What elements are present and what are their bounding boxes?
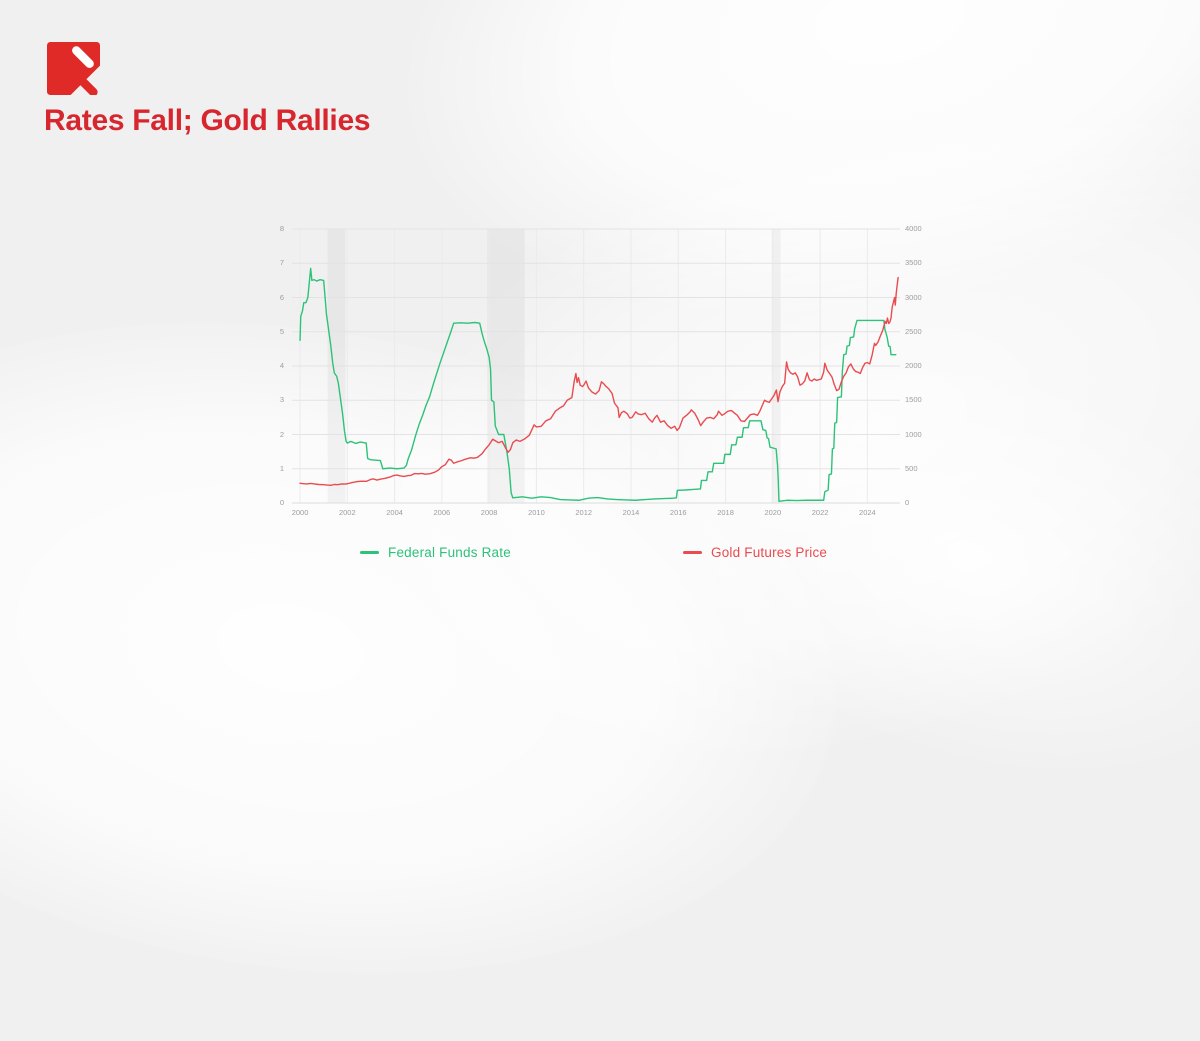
left-axis-ticks: 0 1 2 3 4 5 6 7 8 — [258, 225, 288, 507]
x-axis-ticks: 2000 2002 2004 2006 2008 2010 2012 2014 2016 2018… — [292, 507, 900, 519]
right-axis-tick-label: 2000 — [905, 361, 922, 370]
x-axis-tick-label: 2014 — [622, 508, 640, 517]
left-axis-tick-label: 1 — [279, 463, 284, 473]
fed-funds-line — [299, 267, 897, 502]
left-axis-tick-label: 5 — [279, 326, 284, 336]
right-axis-tick-label: 0 — [905, 498, 910, 507]
left-axis-tick-label: 8 — [279, 224, 284, 233]
brand-logo-icon — [47, 42, 100, 97]
right-axis-ticks: 0 500 1000 1500 2000 2500 3000 3500 4000 — [905, 225, 945, 507]
legend-label: Federal Funds Rate — [388, 545, 511, 560]
chart-svg — [292, 228, 900, 504]
right-axis-tick-label: 4000 — [905, 224, 922, 233]
chart-plot-area — [292, 228, 900, 504]
x-axis-tick-label: 2024 — [859, 508, 876, 517]
left-axis-tick-label: 7 — [279, 258, 284, 268]
page-title: Rates Fall; Gold Rallies — [44, 104, 371, 137]
x-axis-tick-label: 2004 — [386, 508, 403, 517]
legend-swatch-red — [683, 551, 702, 554]
legend-label: Gold Futures Price — [711, 545, 828, 560]
x-axis-tick-label: 2000 — [291, 508, 309, 517]
gold-price-line — [299, 276, 899, 487]
left-axis-tick-label: 3 — [279, 395, 284, 405]
left-axis-tick-label: 6 — [279, 292, 284, 302]
x-axis-tick-label: 2012 — [575, 508, 593, 517]
brand-logo — [47, 42, 100, 97]
left-axis-tick-label: 0 — [279, 498, 284, 507]
right-axis-tick-label: 500 — [905, 463, 918, 473]
left-axis-tick-label: 4 — [279, 361, 284, 370]
x-axis-tick-label: 2018 — [717, 508, 734, 517]
x-axis-tick-label: 2002 — [338, 508, 356, 517]
x-axis-tick-label: 2008 — [480, 508, 498, 517]
x-axis-tick-label: 2010 — [528, 508, 545, 517]
right-axis-tick-label: 1000 — [905, 429, 922, 439]
x-axis-tick-label: 2006 — [433, 508, 451, 517]
x-axis-tick-label: 2020 — [764, 508, 782, 517]
chart-legend: Federal Funds Rate Gold Futures Price — [0, 545, 1200, 565]
legend-swatch-green — [360, 551, 379, 554]
left-axis-tick-label: 2 — [279, 429, 284, 439]
right-axis-tick-label: 1500 — [905, 395, 922, 405]
right-axis-tick-label: 3000 — [905, 292, 922, 302]
legend-item-federal-funds-rate: Federal Funds Rate — [360, 545, 511, 560]
x-axis-tick-label: 2022 — [811, 508, 829, 517]
x-axis-tick-label: 2016 — [669, 508, 687, 517]
right-axis-tick-label: 3500 — [905, 258, 922, 268]
legend-item-gold-futures-price: Gold Futures Price — [683, 545, 827, 560]
right-axis-tick-label: 2500 — [905, 326, 922, 336]
